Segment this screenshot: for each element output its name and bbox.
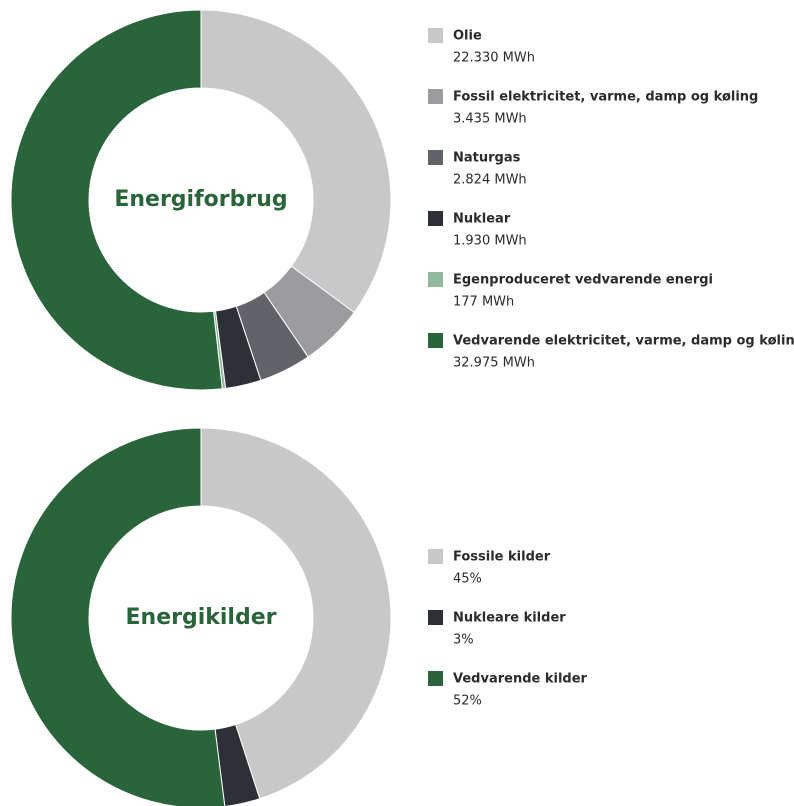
legend-value: 1.930 MWh — [453, 234, 527, 249]
legend-value: 177 MWh — [453, 295, 514, 310]
legend-swatch — [428, 28, 443, 43]
legend-swatch — [428, 549, 443, 564]
legend-value: 52% — [453, 694, 482, 709]
legend-name: Olie — [453, 29, 482, 44]
legend-name: Vedvarende elektricitet, varme, damp og … — [453, 334, 794, 349]
legend-name: Nuklear — [453, 212, 511, 227]
legend-value: 32.975 MWh — [453, 356, 535, 371]
legend-name: Nukleare kilder — [453, 611, 566, 626]
legend-value: 3% — [453, 633, 474, 648]
donut-slice — [200, 427, 392, 800]
donut-slice — [10, 9, 223, 391]
legend-swatch — [428, 211, 443, 226]
legend-name: Fossil elektricitet, varme, damp og køli… — [453, 90, 758, 105]
legend-swatch — [428, 272, 443, 287]
legend-swatch — [428, 89, 443, 104]
legend-name: Vedvarende kilder — [453, 672, 588, 687]
legend-name: Naturgas — [453, 151, 521, 166]
legend-value: 3.435 MWh — [453, 112, 527, 127]
legend-name: Egenproduceret vedvarende energi — [453, 273, 713, 288]
legend-name: Fossile kilder — [453, 550, 551, 565]
legend-value: 22.330 MWh — [453, 51, 535, 66]
legend-value: 45% — [453, 572, 482, 587]
legend-swatch — [428, 333, 443, 348]
donut-slice — [200, 9, 392, 314]
donut-slice — [10, 427, 226, 806]
center-title: Energiforbrug — [114, 187, 287, 212]
center-title: Energikilder — [126, 605, 277, 630]
legend-swatch — [428, 671, 443, 686]
legend-swatch — [428, 150, 443, 165]
legend-swatch — [428, 610, 443, 625]
legend-value: 2.824 MWh — [453, 173, 527, 188]
